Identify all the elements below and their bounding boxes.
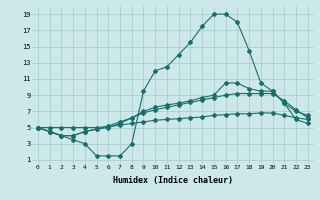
X-axis label: Humidex (Indice chaleur): Humidex (Indice chaleur)	[113, 176, 233, 185]
